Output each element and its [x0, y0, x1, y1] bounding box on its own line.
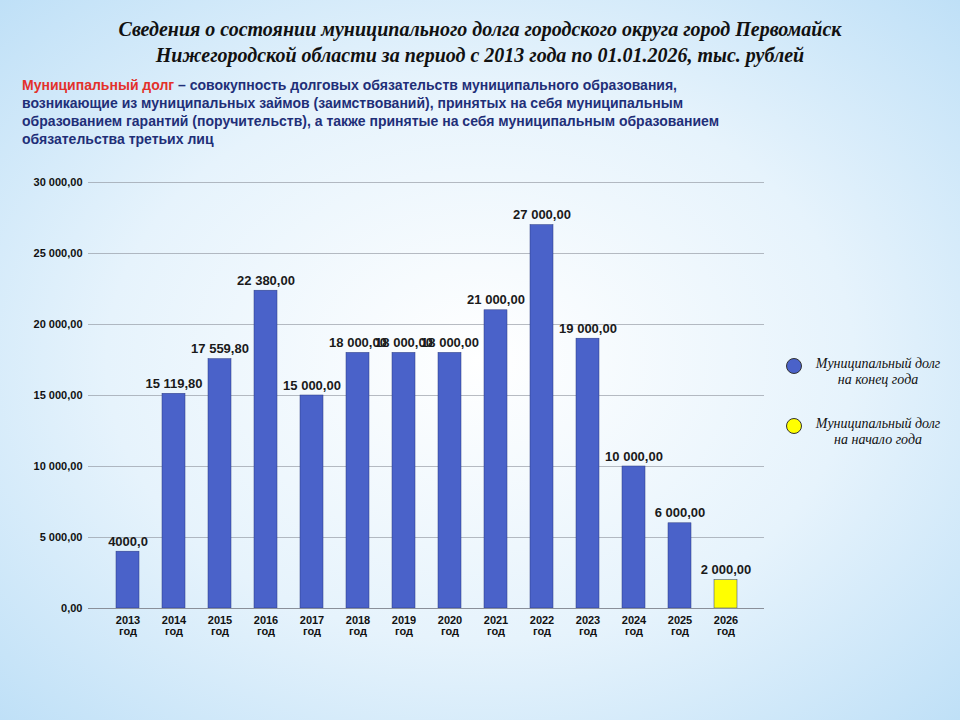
svg-text:10 000,00: 10 000,00 [605, 449, 663, 464]
svg-text:2025год: 2025год [668, 614, 692, 637]
svg-text:6 000,00: 6 000,00 [655, 505, 706, 520]
svg-text:2015год: 2015год [208, 614, 232, 637]
svg-text:19 000,00: 19 000,00 [559, 321, 617, 336]
svg-text:2014год: 2014год [162, 614, 187, 637]
svg-text:18 000,00: 18 000,00 [375, 335, 433, 351]
svg-text:2026год: 2026год [714, 614, 738, 637]
html-text:Муниципальный долг – совокупно: Муниципальный долг – совокупность долгов… [22, 77, 719, 147]
svg-text:15 000,00: 15 000,00 [283, 378, 341, 393]
svg-text:20 000,00: 20 000,00 [34, 318, 83, 330]
svg-text:2024год: 2024год [622, 614, 647, 637]
svg-text:21 000,00: 21 000,00 [467, 292, 525, 307]
svg-text:25 000,00: 25 000,00 [34, 247, 83, 259]
svg-text:27 000,00: 27 000,00 [513, 207, 571, 222]
svg-text:2021год: 2021год [484, 614, 508, 637]
html-text:Муниципальный долг на начало г: Муниципальный долг на начало года [815, 416, 941, 447]
svg-text:0,00: 0,00 [61, 602, 82, 614]
svg-text:18 000,00: 18 000,00 [421, 335, 479, 350]
svg-text:4000,0: 4000,0 [108, 534, 148, 549]
svg-text:2016год: 2016год [254, 614, 278, 637]
svg-text:2017год: 2017год [300, 614, 324, 637]
svg-text:10 000,00: 10 000,00 [34, 460, 83, 472]
svg-text:5 000,00: 5 000,00 [40, 531, 83, 543]
svg-text:2023год: 2023год [576, 614, 600, 637]
svg-text:17 559,80: 17 559,80 [191, 341, 249, 356]
svg-text:2013год: 2013год [116, 614, 140, 637]
svg-text:2022год: 2022год [530, 614, 554, 637]
svg-text:2 000,00: 2 000,00 [701, 562, 752, 577]
html-text:Муниципальный долг на конец го: Муниципальный долг на конец года [815, 356, 941, 387]
svg-text:15 119,80: 15 119,80 [145, 376, 202, 391]
svg-text:18 000,00: 18 000,00 [329, 335, 387, 351]
html-text:Сведения о состоянии муниципал: Сведения о состоянии муниципального долг… [118, 18, 842, 66]
svg-text:2018год: 2018год [346, 614, 370, 637]
svg-text:30 000,00: 30 000,00 [34, 176, 83, 188]
svg-text:22 380,00: 22 380,00 [237, 273, 295, 288]
svg-text:2020год: 2020год [438, 614, 462, 637]
svg-text:15 000,00: 15 000,00 [34, 389, 83, 401]
svg-text:2019год: 2019год [392, 614, 416, 637]
